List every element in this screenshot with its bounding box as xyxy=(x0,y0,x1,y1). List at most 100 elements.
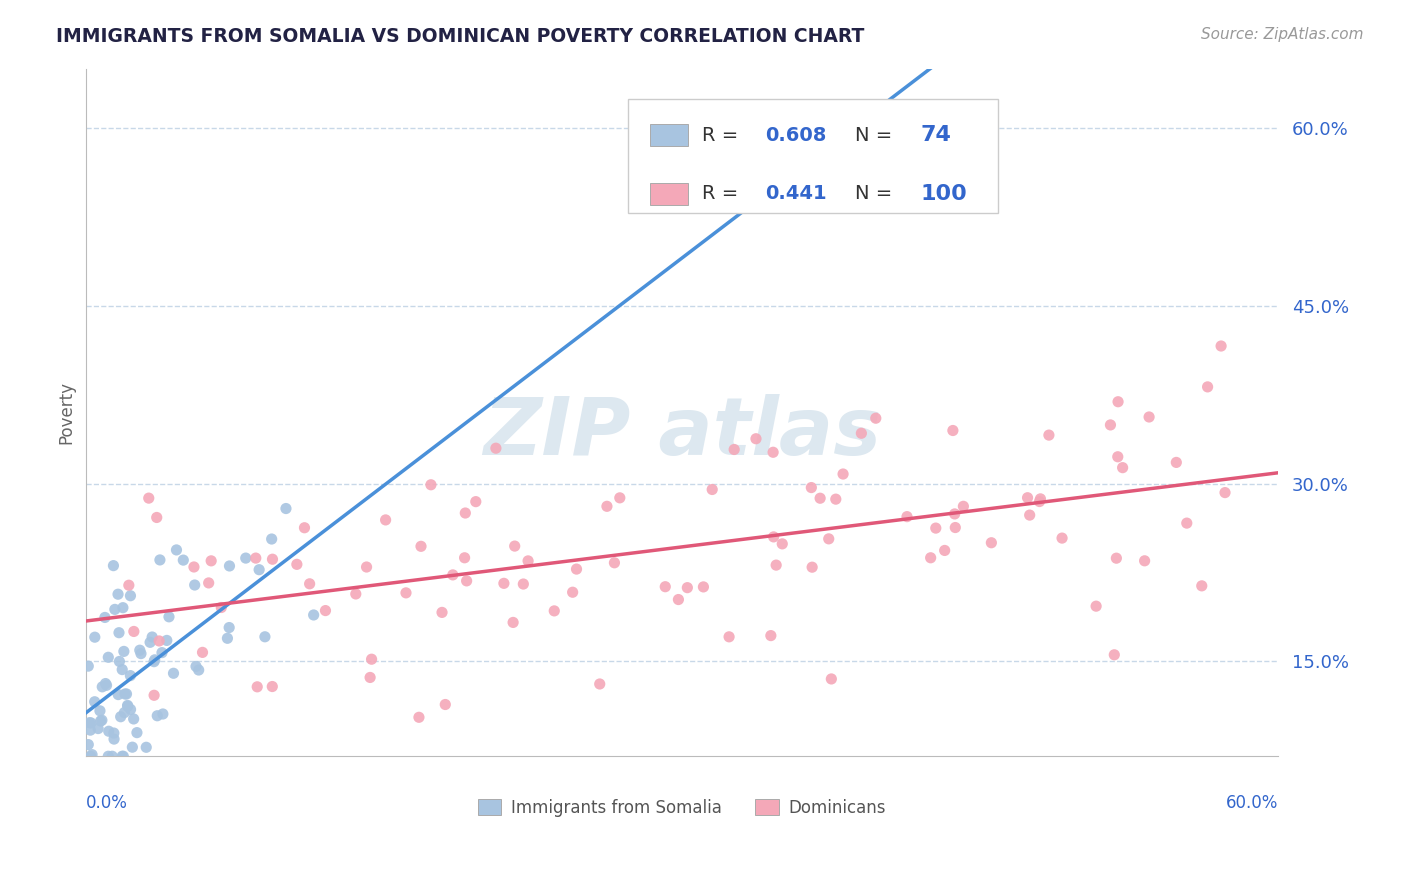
Point xyxy=(801,560,824,574)
Point xyxy=(80,749,103,764)
Text: Source: ZipAtlas.com: Source: ZipAtlas.com xyxy=(1201,27,1364,42)
Point xyxy=(453,550,475,565)
Point xyxy=(191,645,214,659)
Point xyxy=(409,539,432,553)
Point xyxy=(1050,531,1073,545)
Point xyxy=(143,688,166,702)
Point xyxy=(820,672,842,686)
Point xyxy=(247,563,270,577)
Point xyxy=(218,621,240,635)
Point xyxy=(157,609,180,624)
Point xyxy=(117,698,139,713)
Point xyxy=(1028,494,1050,508)
Point xyxy=(120,668,142,682)
Point xyxy=(1111,460,1133,475)
Point xyxy=(149,553,172,567)
Point xyxy=(156,633,179,648)
Point xyxy=(920,550,942,565)
Point xyxy=(246,680,269,694)
Point xyxy=(294,521,316,535)
Point xyxy=(952,500,974,514)
Point xyxy=(135,740,157,755)
Point xyxy=(209,600,232,615)
Bar xyxy=(650,183,688,204)
Point xyxy=(128,643,150,657)
Legend: Immigrants from Somalia, Dominicans: Immigrants from Somalia, Dominicans xyxy=(471,792,893,823)
Point xyxy=(603,556,626,570)
Point xyxy=(1017,491,1039,505)
Point xyxy=(824,492,846,507)
Point xyxy=(464,494,486,508)
Point xyxy=(808,491,831,506)
Point xyxy=(654,580,676,594)
Point xyxy=(262,680,284,694)
Point xyxy=(218,558,240,573)
Point xyxy=(112,749,135,764)
Point xyxy=(97,650,120,665)
Text: N =: N = xyxy=(855,126,898,145)
Point xyxy=(1029,491,1052,506)
Point xyxy=(172,553,194,567)
Point xyxy=(1213,485,1236,500)
Point xyxy=(356,560,378,574)
Point xyxy=(89,704,111,718)
Point xyxy=(94,610,117,624)
Point xyxy=(1107,450,1129,464)
Point xyxy=(104,602,127,616)
Point xyxy=(865,411,887,425)
Point xyxy=(79,723,101,738)
Point xyxy=(141,630,163,644)
Point xyxy=(96,678,118,692)
Point xyxy=(101,749,124,764)
Point xyxy=(90,713,112,727)
Text: 0.0%: 0.0% xyxy=(86,794,128,812)
Point xyxy=(285,558,308,572)
Text: 60.0%: 60.0% xyxy=(1226,794,1278,812)
Y-axis label: Poverty: Poverty xyxy=(58,381,75,444)
Point xyxy=(765,558,787,573)
Point xyxy=(692,580,714,594)
Point xyxy=(217,632,239,646)
Point xyxy=(1099,417,1122,432)
Point xyxy=(108,625,131,640)
Point xyxy=(118,578,141,592)
Point xyxy=(762,530,785,544)
Point xyxy=(800,481,823,495)
Point xyxy=(492,576,515,591)
Point xyxy=(145,510,167,524)
Point xyxy=(517,554,540,568)
Point xyxy=(676,581,699,595)
Text: 0.441: 0.441 xyxy=(765,184,827,203)
Point xyxy=(120,589,142,603)
Point xyxy=(162,666,184,681)
Point xyxy=(359,670,381,684)
Point xyxy=(77,738,100,752)
Point xyxy=(90,714,112,728)
Point xyxy=(117,699,139,714)
Text: 100: 100 xyxy=(921,184,967,203)
Point xyxy=(146,708,169,723)
Point xyxy=(980,535,1002,549)
Point xyxy=(152,706,174,721)
Point xyxy=(97,724,120,739)
Point xyxy=(262,552,284,566)
Point xyxy=(1107,394,1129,409)
Point xyxy=(183,578,205,592)
Point xyxy=(832,467,855,481)
Point xyxy=(80,747,103,762)
Point xyxy=(344,587,367,601)
Point xyxy=(103,558,125,573)
Point xyxy=(110,710,132,724)
Text: 74: 74 xyxy=(921,125,952,145)
Point xyxy=(502,615,524,630)
Point xyxy=(184,659,207,673)
Point xyxy=(91,680,114,694)
Point xyxy=(430,606,453,620)
Point xyxy=(565,562,588,576)
Text: ZIP atlas: ZIP atlas xyxy=(484,394,882,472)
Point xyxy=(770,537,793,551)
Point xyxy=(896,509,918,524)
Point xyxy=(942,424,965,438)
Point xyxy=(1133,554,1156,568)
FancyBboxPatch shape xyxy=(628,100,998,213)
